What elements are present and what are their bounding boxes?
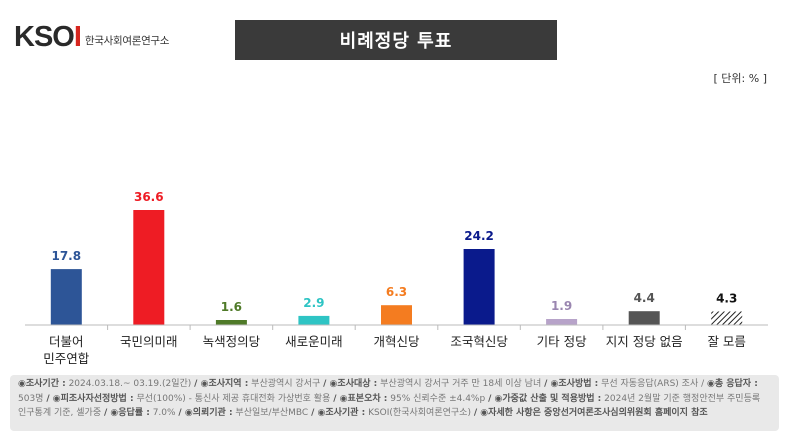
footnote-key-8: / ◉가중값 산출 및 적용방법 : bbox=[488, 393, 602, 404]
bar-5 bbox=[381, 305, 412, 325]
logo-subtitle: 한국사회여론연구소 bbox=[84, 34, 170, 47]
footnote-value-10: 부산일보/부산MBC bbox=[232, 408, 312, 418]
footnote-value-11: KSOI(한국사회여론연구소) bbox=[365, 408, 474, 418]
category-label-1-line-2: 민주연합 bbox=[43, 351, 90, 366]
footnote-key-1: ◉조사기간 : bbox=[18, 379, 66, 389]
category-label-3: 녹색정의당 bbox=[203, 334, 261, 349]
category-label-8: 지지 정당 없음 bbox=[606, 334, 683, 349]
survey-footnote: ◉조사기간 : 2024.03.18.~ 03.19.(2일간) / ◉조사지역… bbox=[10, 375, 779, 431]
unit-label: [ 단위: % ] bbox=[713, 72, 767, 85]
value-label-4: 2.9 bbox=[303, 296, 324, 310]
category-label-7: 기타 정당 bbox=[537, 334, 587, 349]
footnote-key-7: / ◉표본오차 : bbox=[333, 393, 388, 404]
value-label-1: 17.8 bbox=[51, 249, 81, 263]
bar-8 bbox=[628, 311, 660, 325]
category-label-9: 잘 모름 bbox=[707, 334, 745, 349]
category-label-6: 조국혁신당 bbox=[450, 334, 508, 349]
bar-2 bbox=[133, 210, 165, 325]
value-label-6: 24.2 bbox=[464, 229, 494, 243]
footnote-key-9: / ◉응답률 : bbox=[103, 408, 150, 418]
footnote-value-6: 무선(100%) - 통신사 제공 휴대전화 가상번호 활용 bbox=[133, 393, 334, 404]
bar-6 bbox=[463, 249, 495, 325]
value-label-9: 4.3 bbox=[716, 292, 737, 306]
footnote-value-9: 7.0% bbox=[149, 408, 179, 418]
value-label-7: 1.9 bbox=[551, 299, 572, 313]
value-label-8: 4.4 bbox=[634, 291, 655, 305]
footnote-key-2: / ◉조사지역 : bbox=[194, 379, 249, 389]
footnote-key-3: / ◉조사대상 : bbox=[323, 379, 378, 389]
logo-mark: KSOI bbox=[14, 20, 82, 53]
footnote-value-5: 503명 bbox=[18, 393, 47, 404]
value-label-2: 36.6 bbox=[134, 190, 164, 204]
bar-4 bbox=[298, 315, 330, 325]
footnote-value-7: 95% 신뢰수준 ±4.4%p bbox=[387, 393, 489, 404]
category-label-1-line-1: 더불어 bbox=[49, 334, 84, 349]
ksoi-logo: KSOI 한국사회여론연구소 bbox=[14, 20, 170, 53]
footnote-value-4: 무선 자동응답(ARS) 조사 / bbox=[598, 379, 707, 389]
bars-group: 17.8 36.6 1.6 2.9 6.3 24.2 1.9 4.4 4.3 bbox=[50, 190, 743, 325]
bar-1 bbox=[50, 269, 82, 325]
footnote-value-1: 2024.03.18.~ 03.19.(2일간) bbox=[65, 379, 195, 389]
bar-9 bbox=[711, 311, 743, 325]
footnote-value-2: 부산광역시 강서구 bbox=[248, 379, 324, 389]
category-label-2: 국민의미래 bbox=[120, 334, 178, 349]
footnote-key-11: / ◉조사기관 : bbox=[311, 408, 366, 418]
chart-title-text: 비례정당 투표 bbox=[339, 31, 453, 52]
footnote-key-10: / ◉의뢰기관 : bbox=[178, 408, 233, 418]
footnote-key-4: / ◉조사방법 : bbox=[544, 379, 599, 389]
category-label-4: 새로운미래 bbox=[285, 334, 343, 349]
value-label-3: 1.6 bbox=[221, 300, 242, 314]
footnote-value-3: 부산광역시 강서구 거주 만 18세 이상 남녀 bbox=[377, 379, 545, 389]
bar-7 bbox=[546, 319, 578, 325]
footnote-value-8: 2024년 2월말 기준 행정안전부 주민등록 인구통계 기준, 셀가중 bbox=[18, 393, 761, 419]
chart-title: 비례정당 투표 bbox=[235, 20, 557, 60]
tick-group bbox=[107, 325, 686, 330]
footnote-key-12: / ◉자세한 사항은 중앙선거여론조사심의위원회 홈페이지 참조 bbox=[473, 408, 708, 418]
value-label-5: 6.3 bbox=[386, 285, 407, 299]
bar-3 bbox=[215, 320, 247, 325]
footnote-key-5: ◉총 응답자 : bbox=[706, 379, 758, 389]
category-label-5: 개혁신당 bbox=[373, 334, 420, 349]
footnote-key-6: / ◉피조사자선정방법 : bbox=[46, 393, 134, 404]
